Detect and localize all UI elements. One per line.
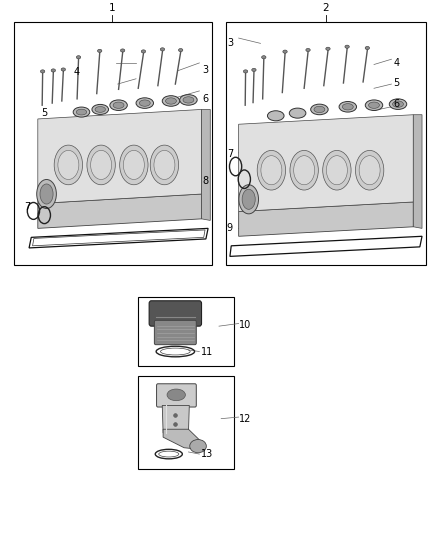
Text: 6: 6 [202,94,208,104]
Ellipse shape [239,185,258,214]
Ellipse shape [314,106,325,112]
Text: 3: 3 [227,38,233,49]
Polygon shape [38,194,201,228]
Ellipse shape [242,189,255,209]
Ellipse shape [306,49,310,52]
Text: 11: 11 [201,346,213,357]
Text: 1: 1 [109,3,115,13]
Text: 12: 12 [239,414,251,424]
Ellipse shape [365,100,383,110]
Ellipse shape [252,68,256,71]
Text: 5: 5 [42,108,48,118]
Text: 6: 6 [394,99,400,109]
Ellipse shape [162,96,180,106]
Ellipse shape [40,70,45,73]
Ellipse shape [95,107,106,112]
Ellipse shape [359,156,380,185]
Ellipse shape [180,95,197,105]
Polygon shape [38,109,201,204]
Ellipse shape [257,150,286,190]
Bar [14,22,212,265]
Ellipse shape [261,156,282,185]
Ellipse shape [323,150,351,190]
FancyBboxPatch shape [149,301,201,326]
Text: 5: 5 [394,78,400,88]
Ellipse shape [167,389,185,401]
FancyBboxPatch shape [156,384,196,407]
Ellipse shape [283,50,287,53]
Ellipse shape [289,108,306,118]
Ellipse shape [76,55,81,59]
Bar [226,22,426,265]
Ellipse shape [389,99,407,109]
Text: 7: 7 [227,149,233,159]
Text: 13: 13 [201,449,213,459]
Ellipse shape [139,100,150,106]
Ellipse shape [37,180,57,208]
Ellipse shape [98,49,102,52]
Ellipse shape [190,440,206,453]
Bar [138,297,234,366]
Ellipse shape [120,49,125,52]
Text: 8: 8 [202,176,208,186]
Ellipse shape [141,50,146,53]
Ellipse shape [365,46,370,50]
Ellipse shape [166,98,177,104]
Polygon shape [413,115,422,228]
Text: 10: 10 [239,320,251,330]
Ellipse shape [61,68,66,71]
Ellipse shape [40,184,53,204]
Ellipse shape [92,104,109,115]
Ellipse shape [110,100,127,110]
Ellipse shape [261,55,266,59]
Ellipse shape [345,45,349,49]
Ellipse shape [87,145,115,185]
Ellipse shape [178,49,183,52]
Polygon shape [162,406,189,433]
FancyBboxPatch shape [154,320,196,345]
Bar [138,376,234,469]
Ellipse shape [160,48,165,51]
Ellipse shape [326,47,330,50]
Polygon shape [239,115,413,212]
Polygon shape [163,429,199,449]
Polygon shape [239,202,413,236]
Ellipse shape [326,156,347,185]
Ellipse shape [150,145,179,185]
Ellipse shape [356,150,384,190]
Ellipse shape [154,150,175,180]
Ellipse shape [244,70,248,73]
Text: 4: 4 [394,58,400,68]
Ellipse shape [290,150,318,190]
Text: 7: 7 [24,202,30,212]
Ellipse shape [120,145,148,185]
Ellipse shape [293,156,314,185]
Text: 2: 2 [323,3,329,13]
Ellipse shape [51,69,56,72]
Text: 4: 4 [74,68,80,77]
Ellipse shape [91,150,112,180]
Ellipse shape [136,98,153,108]
Ellipse shape [311,104,328,115]
Ellipse shape [58,150,79,180]
Ellipse shape [339,101,357,112]
Ellipse shape [183,97,194,103]
Ellipse shape [113,102,124,108]
Ellipse shape [76,109,87,115]
Ellipse shape [54,145,82,185]
Ellipse shape [73,107,90,117]
Text: 3: 3 [202,65,208,75]
Ellipse shape [124,150,145,180]
Text: 9: 9 [227,223,233,233]
Ellipse shape [368,102,379,108]
Polygon shape [201,109,210,221]
Ellipse shape [392,101,403,107]
Ellipse shape [343,103,353,110]
Ellipse shape [268,111,284,121]
